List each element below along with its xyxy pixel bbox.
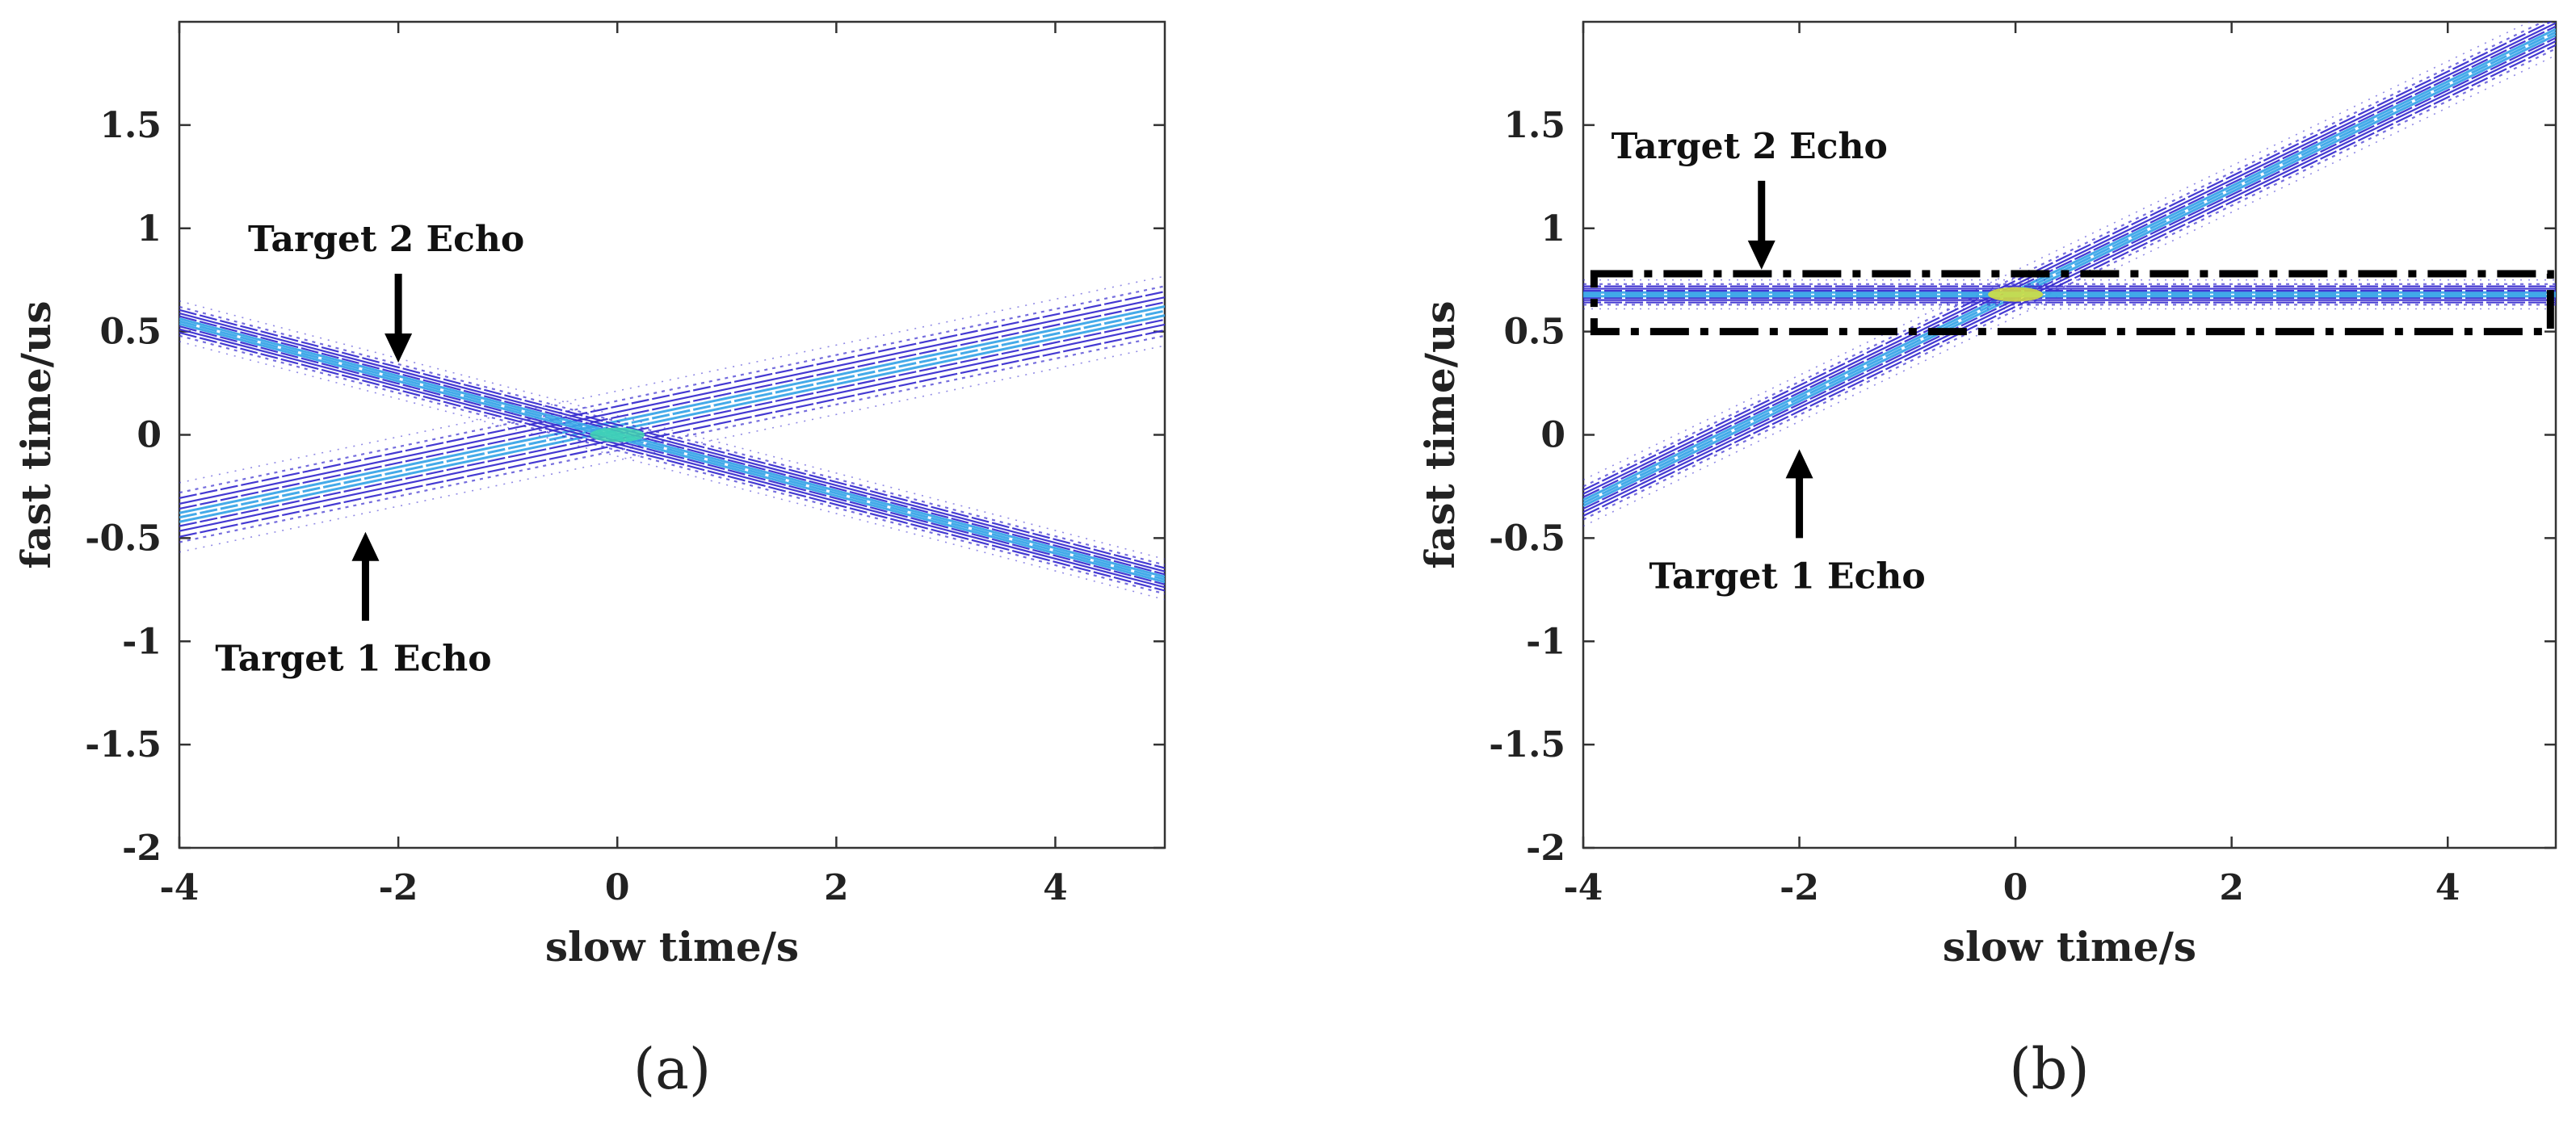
y-axis-label: fast time/us — [12, 300, 60, 568]
contour-peak — [1988, 287, 2044, 302]
contour-line — [179, 334, 1165, 595]
x-tick-label: 4 — [2435, 867, 2460, 908]
annotation-label: Target 2 Echo — [248, 219, 524, 260]
contour-line — [1583, 27, 2556, 501]
series-2-echo-band — [1583, 279, 2556, 310]
contour-line — [179, 285, 1165, 494]
contour-line — [179, 323, 1165, 532]
x-tick-label: 4 — [1043, 867, 1068, 908]
x-axis-label: slow time/s — [545, 923, 799, 971]
x-tick-label: -2 — [379, 867, 418, 908]
contour-peak — [590, 427, 645, 442]
x-tick-label: -4 — [1564, 867, 1603, 908]
x-tick-label: 2 — [824, 867, 849, 908]
y-tick-label: -0.5 — [85, 518, 162, 559]
annotation-2: Target 1 Echo — [215, 531, 492, 680]
annotation-arrow-head — [1785, 449, 1813, 479]
contour-line — [1583, 40, 2556, 514]
contour-line — [1583, 48, 2556, 521]
contour-layer — [1583, 22, 2556, 527]
y-tick-label: -1 — [122, 621, 162, 662]
annotation-label: Target 2 Echo — [1612, 126, 1888, 167]
y-axis-label: fast time/us — [1416, 300, 1464, 568]
y-tick-label: -2 — [1526, 828, 1565, 869]
y-tick-label: 0.5 — [99, 312, 162, 353]
annotation-1: Target 2 Echo — [1612, 126, 1888, 270]
y-tick-label: -1 — [1526, 621, 1565, 662]
contour-line — [1583, 34, 2556, 507]
target-2-highlight-box — [1590, 270, 2554, 336]
annotation-arrow-head — [385, 333, 413, 363]
contour-line — [179, 308, 1165, 569]
contour-line — [179, 305, 1165, 566]
x-tick-label: 2 — [2219, 867, 2244, 908]
x-tick-label: 0 — [605, 867, 630, 908]
x-tick-label: -2 — [1780, 867, 1819, 908]
contour-line — [179, 328, 1165, 589]
contour-halo — [179, 341, 1165, 601]
contour-line — [179, 322, 1165, 584]
y-tick-label: 1 — [1540, 208, 1565, 250]
annotation-arrow-head — [351, 531, 380, 561]
y-tick-label: 0 — [1540, 415, 1565, 456]
series-1-echo-band — [1583, 22, 2556, 527]
y-tick-label: 1 — [137, 208, 162, 250]
contour-line — [179, 314, 1165, 523]
contour-line — [1583, 31, 2556, 505]
annotation-1: Target 2 Echo — [248, 219, 524, 363]
y-tick-label: 1.5 — [1503, 105, 1565, 146]
y-tick-label: -2 — [122, 828, 162, 869]
x-tick-label: -4 — [160, 867, 200, 908]
panel-label: (a) — [633, 1036, 711, 1102]
plot-area — [178, 20, 1166, 849]
annotation-label: Target 1 Echo — [215, 639, 491, 680]
contour-line — [1583, 25, 2556, 498]
y-tick-label: 1.5 — [99, 105, 162, 146]
contour-line — [179, 325, 1165, 585]
panel-label: (b) — [2009, 1036, 2089, 1102]
plot-area — [1582, 20, 2557, 849]
contour-line — [179, 320, 1165, 581]
contour-line — [179, 317, 1165, 578]
series-2-echo-band — [179, 300, 1165, 601]
annotation-label: Target 1 Echo — [1649, 556, 1925, 597]
contour-line — [1583, 36, 2556, 510]
x-tick-label: 0 — [2003, 867, 2028, 908]
y-tick-label: -1.5 — [85, 724, 162, 765]
contour-line — [1583, 22, 2553, 491]
contour-line — [1583, 22, 2556, 495]
y-tick-label: 0.5 — [1503, 312, 1565, 353]
contour-line — [1583, 22, 2545, 488]
contour-line — [179, 331, 1165, 592]
contour-layer — [179, 275, 1165, 601]
contour-halo — [179, 300, 1165, 560]
y-tick-label: -1.5 — [1489, 724, 1565, 765]
contour-line — [179, 315, 1165, 576]
contour-line — [179, 305, 1165, 514]
annotation-2: Target 1 Echo — [1649, 449, 1926, 597]
y-tick-label: -0.5 — [1489, 518, 1565, 559]
contour-line — [179, 312, 1165, 572]
contour-line — [179, 296, 1165, 505]
y-tick-label: 0 — [137, 415, 162, 456]
annotation-arrow-head — [1747, 240, 1775, 270]
x-axis-label: slow time/s — [1943, 923, 2196, 971]
